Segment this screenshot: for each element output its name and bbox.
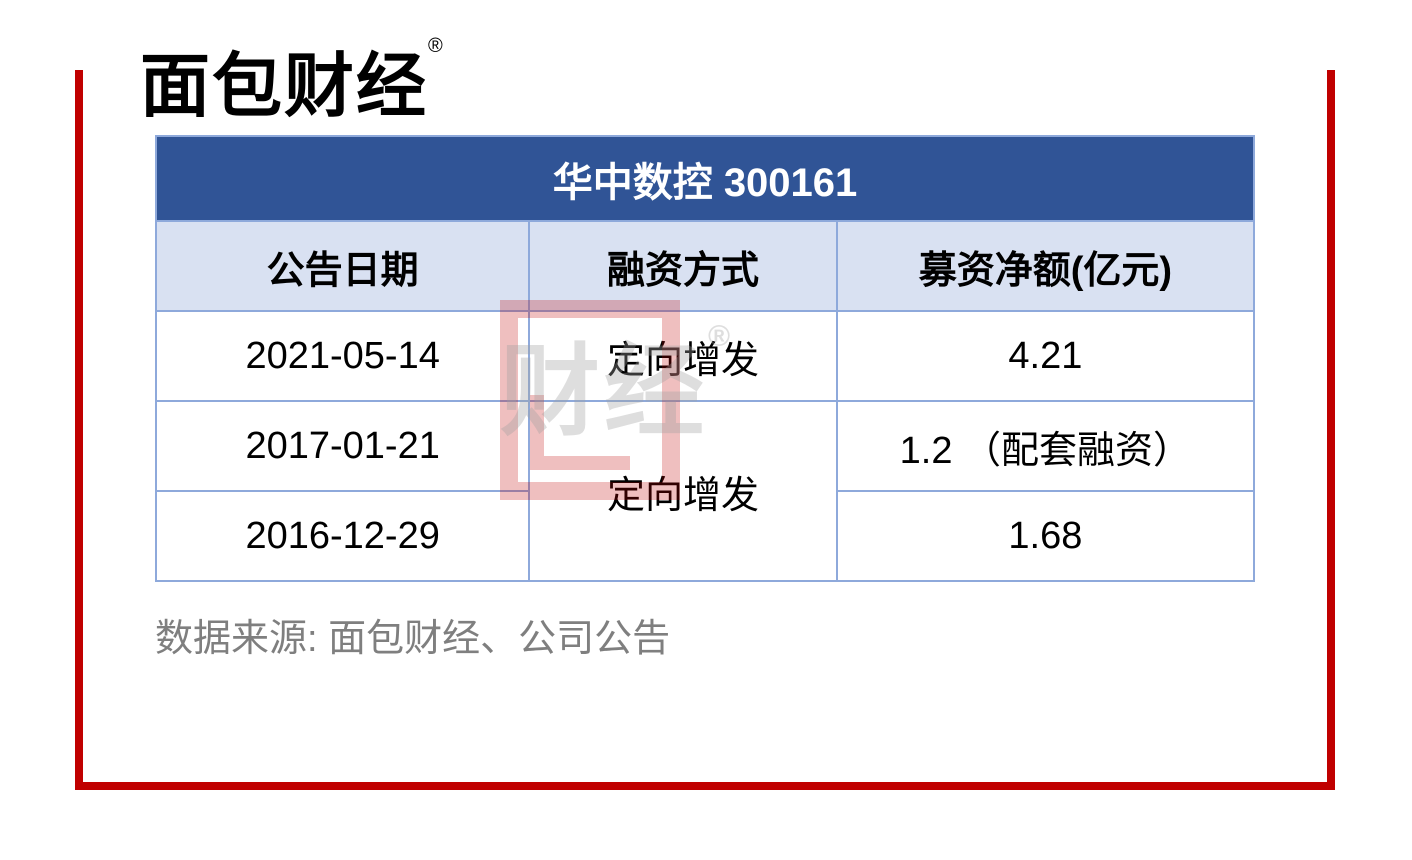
data-source-text: 数据来源: 面包财经、公司公告 — [155, 607, 1255, 662]
col-header-amount: 募资净额(亿元) — [837, 221, 1254, 311]
table-row: 2017-01-21 定向增发 1.2 （配套融资） — [156, 401, 1254, 491]
cell-method: 定向增发 — [529, 311, 836, 401]
cell-date: 2017-01-21 — [156, 401, 529, 491]
cell-date: 2016-12-29 — [156, 491, 529, 581]
table-title-row: 华中数控 300161 — [156, 136, 1254, 221]
table-header-row: 公告日期 融资方式 募资净额(亿元) — [156, 221, 1254, 311]
cell-date: 2021-05-14 — [156, 311, 529, 401]
financing-table: 华中数控 300161 公告日期 融资方式 募资净额(亿元) 2021-05-1… — [155, 135, 1255, 582]
table-row: 2021-05-14 定向增发 4.21 — [156, 311, 1254, 401]
cell-amount: 1.68 — [837, 491, 1254, 581]
brand-logo: 面包财经® — [140, 30, 445, 131]
col-header-method: 融资方式 — [529, 221, 836, 311]
brand-logo-text: 面包财经 — [140, 47, 428, 125]
content-area: 华中数控 300161 公告日期 融资方式 募资净额(亿元) 2021-05-1… — [155, 135, 1255, 662]
cell-amount: 4.21 — [837, 311, 1254, 401]
col-header-date: 公告日期 — [156, 221, 529, 311]
cell-amount: 1.2 （配套融资） — [837, 401, 1254, 491]
brand-logo-reg-icon: ® — [428, 35, 445, 57]
cell-method-merged: 定向增发 — [529, 401, 836, 581]
table-title: 华中数控 300161 — [156, 136, 1254, 221]
